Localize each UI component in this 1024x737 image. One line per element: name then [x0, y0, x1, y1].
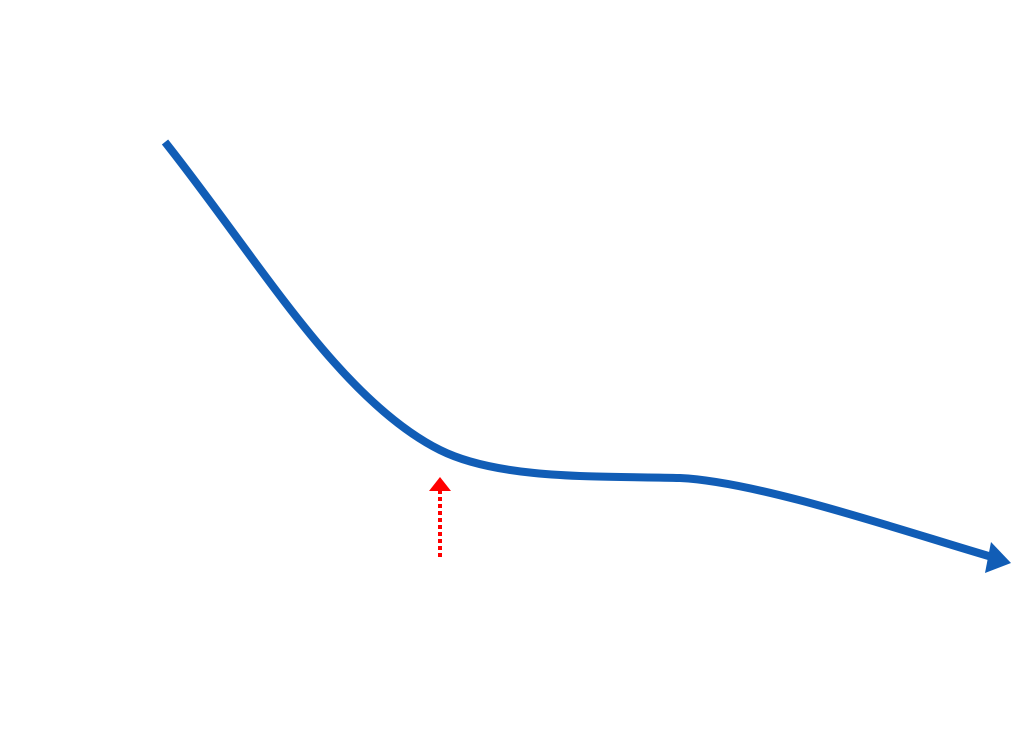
marker-arrowhead [429, 477, 451, 491]
trend-curve [161, 139, 994, 561]
curve-arrowhead [985, 542, 1011, 573]
